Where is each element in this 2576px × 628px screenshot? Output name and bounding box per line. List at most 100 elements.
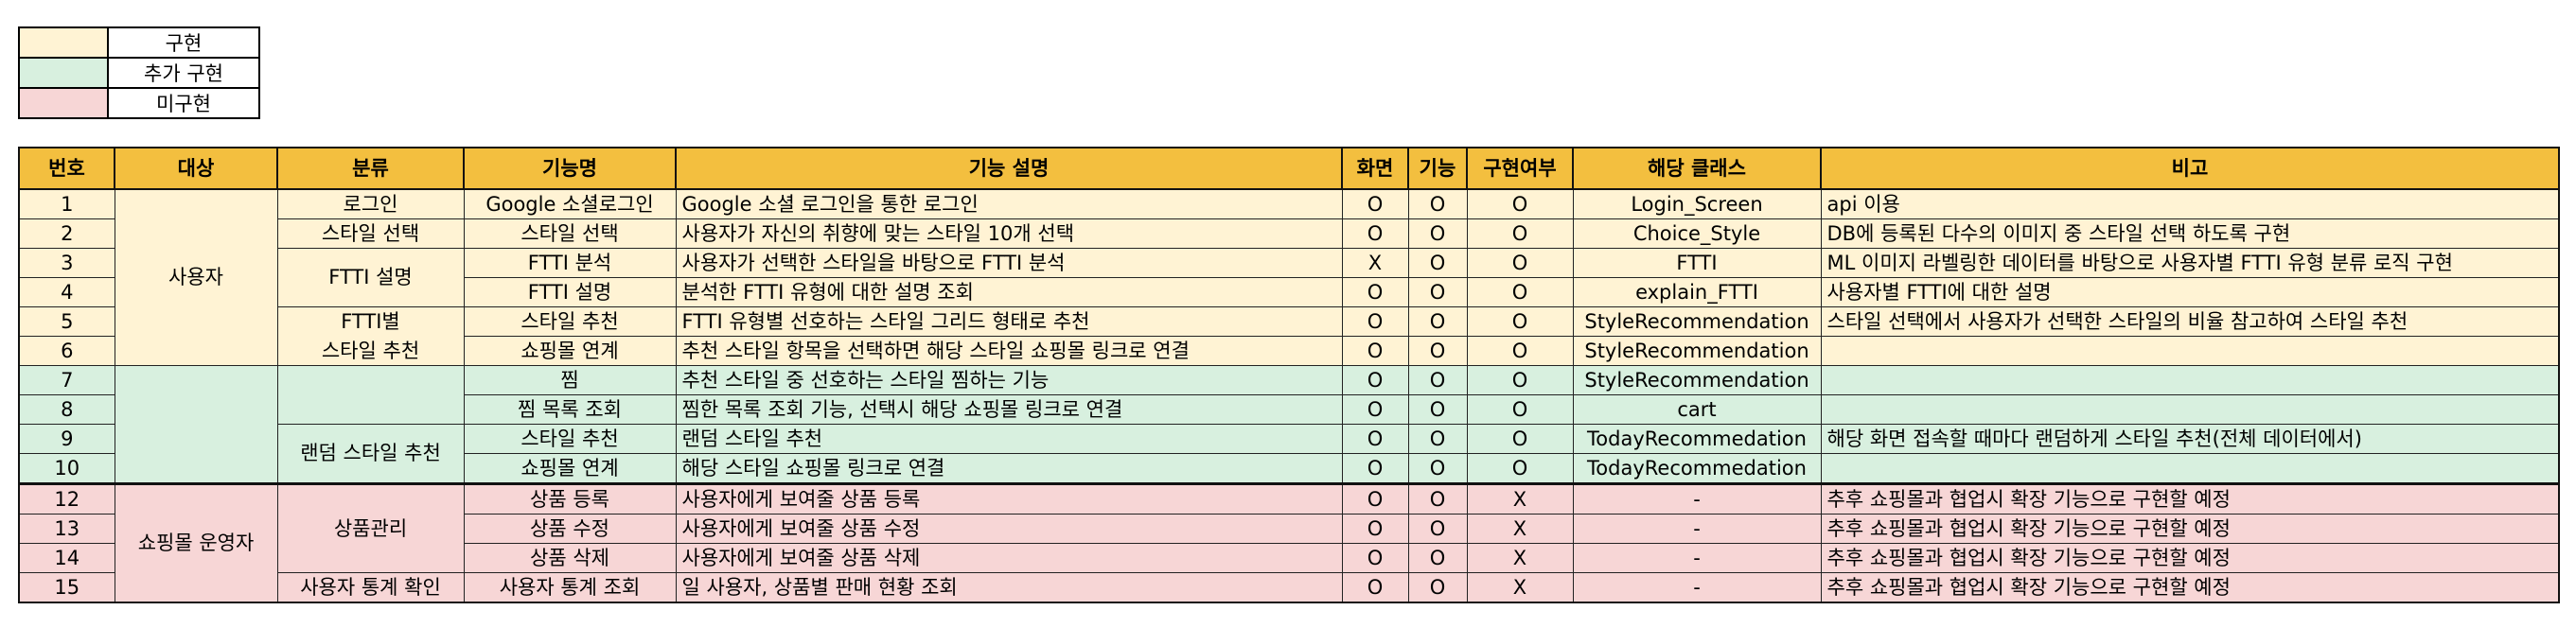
cell-description: 사용자에게 보여줄 상품 삭제 [675, 543, 1343, 573]
cell-feature-name: 상품 삭제 [463, 543, 677, 573]
cell-no: 10 [18, 453, 115, 484]
cell-implemented: O [1466, 424, 1574, 454]
cell-description: 추천 스타일 중 선호하는 스타일 찜하는 기능 [675, 365, 1343, 395]
cell-description: 일 사용자, 상품별 판매 현황 조회 [675, 572, 1343, 603]
cell-class: - [1572, 572, 1822, 603]
cell-class: cart [1572, 394, 1822, 425]
cell-no: 6 [18, 336, 115, 366]
cell-implemented: O [1466, 188, 1574, 219]
col-header-note: 비고 [1820, 147, 2560, 190]
cell-feature-name: 사용자 통계 조회 [463, 572, 677, 603]
col-header-no: 번호 [18, 147, 115, 190]
cell-class: StyleRecommendation [1572, 365, 1822, 395]
cell-screen: X [1341, 248, 1409, 278]
cell-no: 3 [18, 248, 115, 278]
cell-function: O [1407, 218, 1468, 249]
table-row: 3 FTTI 설명 FTTI 분석 사용자가 선택한 스타일을 바탕으로 FTT… [18, 248, 2560, 307]
col-header-feature-name: 기능명 [463, 147, 677, 190]
cell-note [1820, 336, 2560, 366]
cell-screen: O [1341, 424, 1409, 454]
col-header-target: 대상 [114, 147, 278, 190]
cell-screen: O [1341, 543, 1409, 573]
cell-description: Google 소셜 로그인을 통한 로그인 [675, 188, 1343, 219]
cell-implemented: O [1466, 394, 1574, 425]
cell-category: 사용자 통계 확인 [276, 572, 465, 603]
cell-no: 15 [18, 572, 115, 603]
cell-no: 14 [18, 543, 115, 573]
cell-target-user: 사용자 [114, 188, 278, 366]
cell-feature-name: 찜 [463, 365, 677, 395]
legend-row-not-implemented: 미구현 [18, 87, 260, 119]
cell-category-empty [276, 365, 465, 425]
cell-no: 5 [18, 306, 115, 337]
cell-function: O [1407, 394, 1468, 425]
cell-no: 4 [18, 277, 115, 307]
cell-function: O [1407, 572, 1468, 603]
table-row: 6 쇼핑몰 연계 추천 스타일 항목을 선택하면 해당 스타일 쇼핑몰 링크로 … [18, 336, 2560, 366]
cell-note: ML 이미지 라벨링한 데이터를 바탕으로 사용자별 FTTI 유형 분류 로직… [1820, 248, 2560, 278]
cell-function: O [1407, 336, 1468, 366]
cell-screen: O [1341, 514, 1409, 544]
cell-no: 7 [18, 365, 115, 395]
cell-description: 추천 스타일 항목을 선택하면 해당 스타일 쇼핑몰 링크로 연결 [675, 336, 1343, 366]
cell-screen: O [1341, 453, 1409, 484]
category-line: FTTI별 [341, 310, 400, 334]
table-row: 2 스타일 선택 스타일 선택 사용자가 자신의 취향에 맞는 스타일 10개 … [18, 218, 2560, 249]
cell-class: Choice_Style [1572, 218, 1822, 249]
cell-screen: O [1341, 572, 1409, 603]
cell-implemented: O [1466, 277, 1574, 307]
cell-target-shop: 쇼핑몰 운영자 [114, 482, 278, 603]
cell-implemented: X [1466, 572, 1574, 603]
cell-class: StyleRecommendation [1572, 306, 1822, 337]
cell-category: 상품관리 [276, 482, 465, 573]
col-header-function: 기능 [1407, 147, 1468, 190]
cell-implemented: X [1466, 482, 1574, 515]
cell-feature-name: Google 소셜로그인 [463, 188, 677, 219]
cell-function: O [1407, 188, 1468, 219]
cell-screen: O [1341, 218, 1409, 249]
table-header-row: 번호 대상 분류 기능명 기능 설명 화면 기능 구현여부 해당 클래스 비고 [18, 147, 2560, 190]
cell-class: FTTI [1572, 248, 1822, 278]
table-row: 1 사용자 로그인 Google 소셜로그인 Google 소셜 로그인을 통한… [18, 188, 2560, 366]
cell-implemented: O [1466, 306, 1574, 337]
legend-table: 구현 추가 구현 미구현 [18, 26, 260, 119]
cell-implemented: X [1466, 543, 1574, 573]
cell-note: 추후 쇼핑몰과 협업시 확장 기능으로 구현할 예정 [1820, 514, 2560, 544]
legend-row-added: 추가 구현 [18, 57, 260, 89]
cell-note: 추후 쇼핑몰과 협업시 확장 기능으로 구현할 예정 [1820, 482, 2560, 515]
cell-function: O [1407, 453, 1468, 484]
cell-function: O [1407, 482, 1468, 515]
col-header-class: 해당 클래스 [1572, 147, 1822, 190]
cell-feature-name: 찜 목록 조회 [463, 394, 677, 425]
legend-swatch-not-implemented [18, 87, 109, 119]
cell-description: 해당 스타일 쇼핑몰 링크로 연결 [675, 453, 1343, 484]
cell-description: FTTI 유형별 선호하는 스타일 그리드 형태로 추천 [675, 306, 1343, 337]
cell-note: 사용자별 FTTI에 대한 설명 [1820, 277, 2560, 307]
cell-function: O [1407, 424, 1468, 454]
table-row: 8 찜 목록 조회 찜한 목록 조회 기능, 선택시 해당 쇼핑몰 링크로 연결… [18, 394, 2560, 425]
cell-function: O [1407, 365, 1468, 395]
cell-implemented: O [1466, 248, 1574, 278]
feature-table: 번호 대상 분류 기능명 기능 설명 화면 기능 구현여부 해당 클래스 비고 … [18, 147, 2560, 603]
cell-feature-name: 스타일 추천 [463, 424, 677, 454]
cell-note: DB에 등록된 다수의 이미지 중 스타일 선택 하도록 구현 [1820, 218, 2560, 249]
cell-category: FTTI 설명 [276, 248, 465, 307]
col-header-implemented: 구현여부 [1466, 147, 1574, 190]
cell-function: O [1407, 306, 1468, 337]
cell-screen: O [1341, 336, 1409, 366]
cell-class: - [1572, 514, 1822, 544]
cell-no: 12 [18, 482, 115, 515]
table-row: 15 사용자 통계 확인 사용자 통계 조회 일 사용자, 상품별 판매 현황 … [18, 572, 2560, 603]
table-row: 7 찜 추천 스타일 중 선호하는 스타일 찜하는 기능 O O O Style… [18, 365, 2560, 484]
cell-category: 랜덤 스타일 추천 [276, 424, 465, 484]
cell-screen: O [1341, 306, 1409, 337]
col-header-category: 분류 [276, 147, 465, 190]
cell-implemented: O [1466, 365, 1574, 395]
cell-implemented: O [1466, 453, 1574, 484]
cell-feature-name: 상품 수정 [463, 514, 677, 544]
cell-class: - [1572, 543, 1822, 573]
cell-target-empty [114, 365, 278, 484]
cell-feature-name: 쇼핑몰 연계 [463, 453, 677, 484]
cell-screen: O [1341, 277, 1409, 307]
cell-no: 13 [18, 514, 115, 544]
